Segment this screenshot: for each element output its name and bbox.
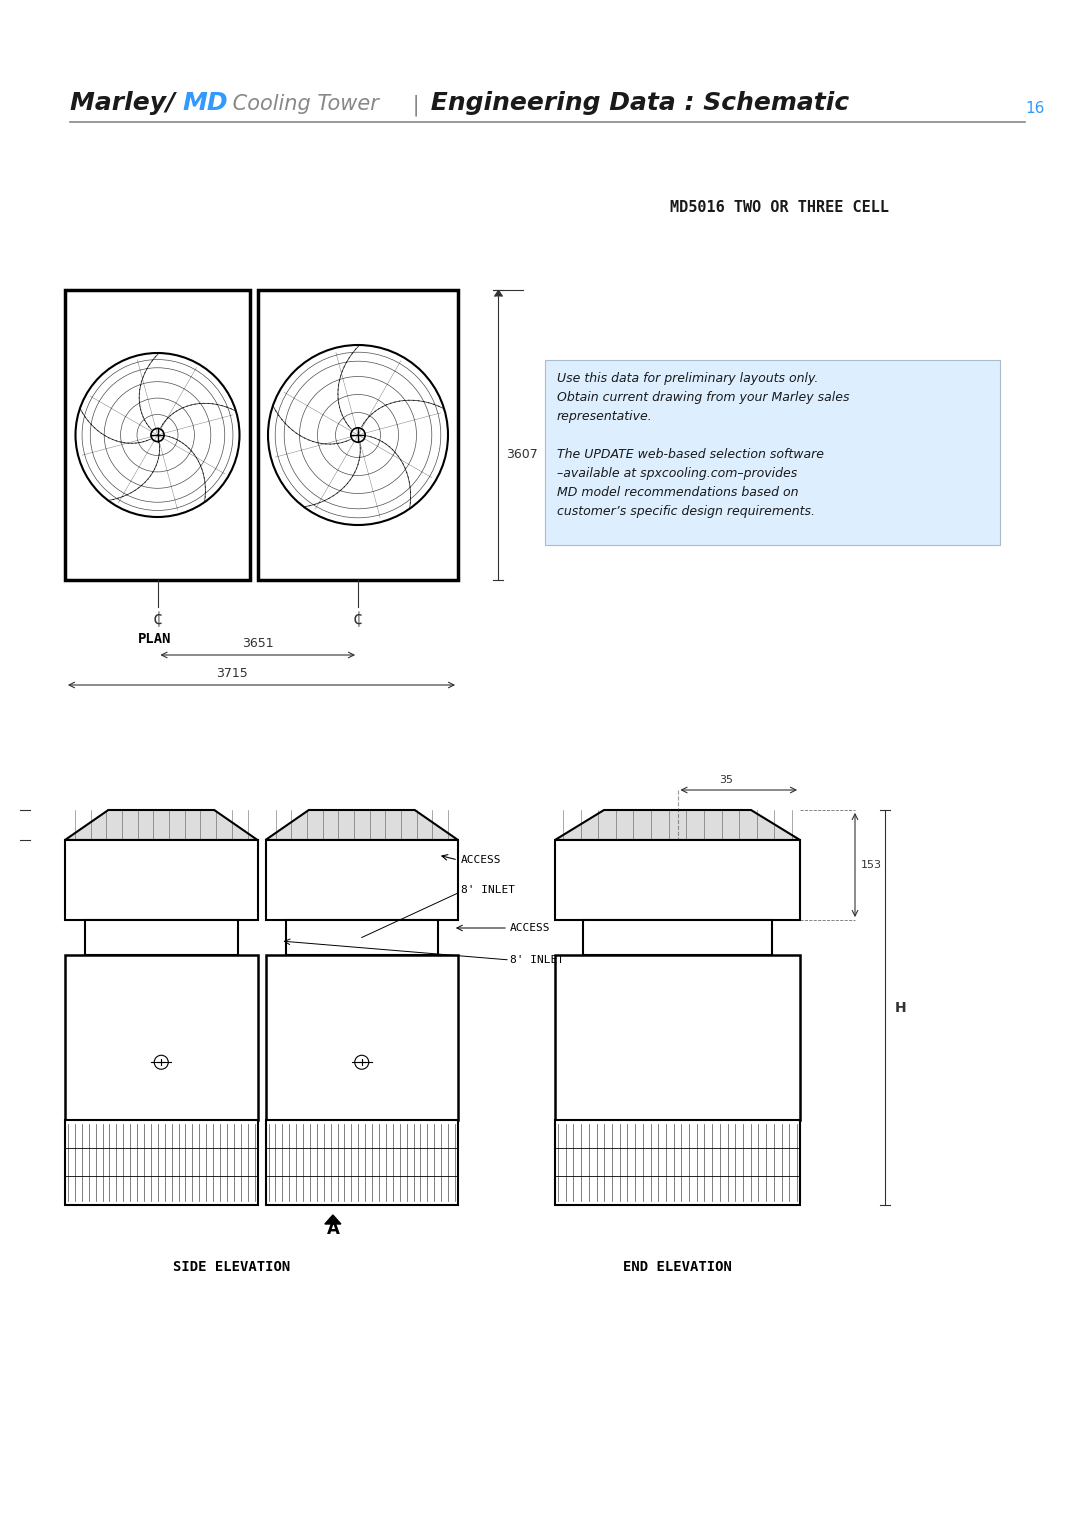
Bar xyxy=(65,954,257,1119)
Text: Marley: Marley xyxy=(70,92,175,115)
Text: 16: 16 xyxy=(1025,101,1044,116)
Text: ACCESS: ACCESS xyxy=(510,922,551,933)
Bar xyxy=(65,1119,257,1205)
Bar xyxy=(65,840,257,919)
Text: SIDE ELEVATION: SIDE ELEVATION xyxy=(173,1260,291,1274)
Polygon shape xyxy=(555,809,800,840)
FancyBboxPatch shape xyxy=(545,360,1000,545)
Text: PLAN: PLAN xyxy=(137,632,171,646)
Bar xyxy=(285,919,438,954)
Text: 3715: 3715 xyxy=(216,667,247,680)
Text: ACCESS: ACCESS xyxy=(461,855,501,864)
Text: ¢: ¢ xyxy=(353,609,363,628)
Bar xyxy=(266,954,458,1119)
Bar xyxy=(65,290,249,580)
Bar xyxy=(266,1119,458,1205)
Text: 8' INLET: 8' INLET xyxy=(461,886,515,895)
Text: A: A xyxy=(326,1220,339,1238)
Text: |: | xyxy=(406,95,420,116)
Bar xyxy=(85,919,238,954)
Text: 3607: 3607 xyxy=(507,449,538,461)
Bar xyxy=(555,954,800,1119)
Text: H: H xyxy=(895,1000,906,1014)
Bar xyxy=(555,840,800,919)
Polygon shape xyxy=(266,809,458,840)
Bar xyxy=(583,919,772,954)
Text: 35: 35 xyxy=(719,776,733,785)
Text: ¢: ¢ xyxy=(152,609,163,628)
Text: MD5016 TWO OR THREE CELL: MD5016 TWO OR THREE CELL xyxy=(670,200,889,215)
Text: Cooling Tower: Cooling Tower xyxy=(226,95,379,115)
Text: /: / xyxy=(165,92,183,115)
Text: 153: 153 xyxy=(861,860,882,870)
Bar xyxy=(258,290,458,580)
Text: 3651: 3651 xyxy=(242,637,273,651)
Bar xyxy=(266,840,458,919)
Text: 8' INLET: 8' INLET xyxy=(510,954,564,965)
Text: END ELEVATION: END ELEVATION xyxy=(623,1260,732,1274)
Text: MD: MD xyxy=(183,92,228,115)
Text: Use this data for preliminary layouts only.
Obtain current drawing from your Mar: Use this data for preliminary layouts on… xyxy=(557,373,850,518)
Polygon shape xyxy=(65,809,257,840)
Text: Engineering Data : Schematic: Engineering Data : Schematic xyxy=(422,92,849,115)
Polygon shape xyxy=(325,1215,341,1225)
Bar xyxy=(555,1119,800,1205)
